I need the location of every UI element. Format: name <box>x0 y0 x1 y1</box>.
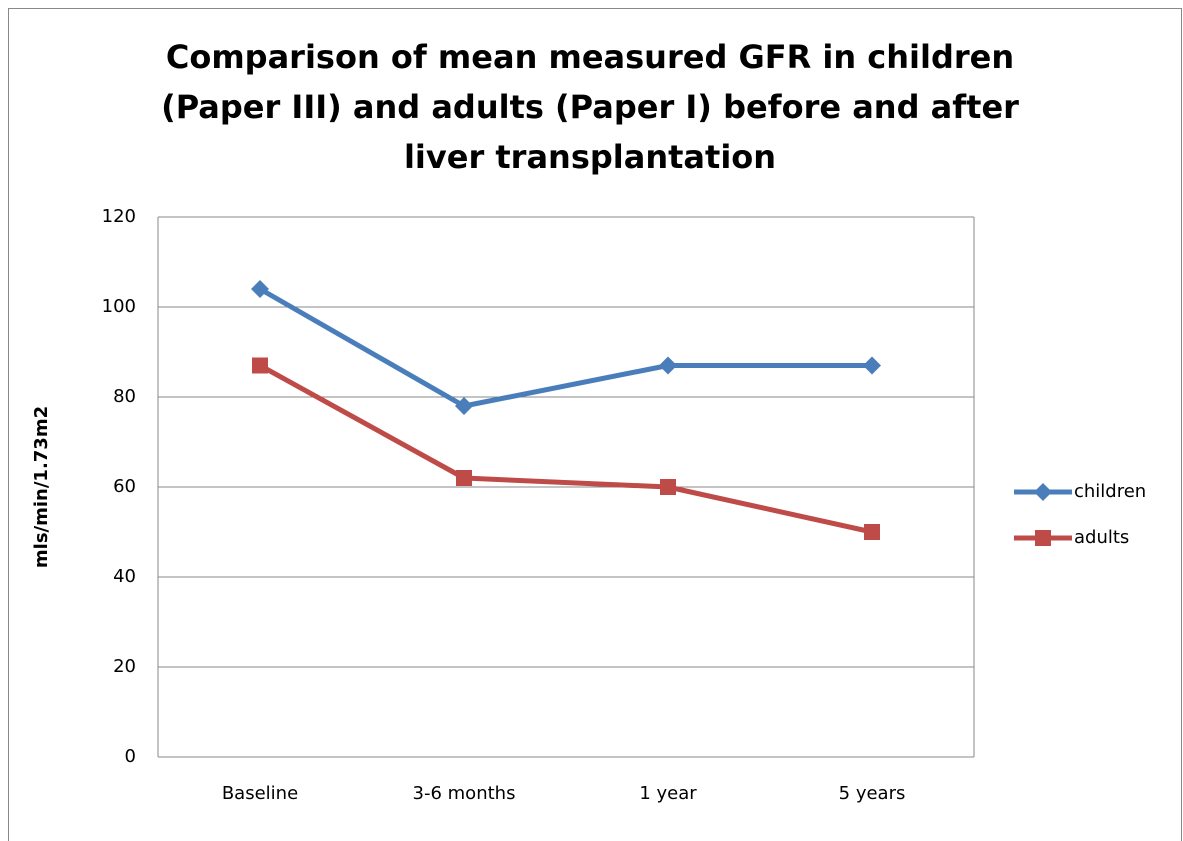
y-tick-label: 80 <box>113 386 136 407</box>
x-tick-label: 1 year <box>639 783 697 804</box>
x-tick-label: Baseline <box>222 783 298 804</box>
chart-frame <box>8 8 1182 841</box>
y-tick-label: 40 <box>113 566 136 587</box>
data-point <box>863 356 881 375</box>
legend-label: adults <box>1074 527 1129 548</box>
y-tick-label: 120 <box>102 206 136 227</box>
legend-label: children <box>1074 481 1146 502</box>
x-tick-label: 5 years <box>839 783 906 804</box>
y-tick-label: 100 <box>102 296 136 317</box>
data-point <box>660 479 676 495</box>
y-axis-label: mls/min/1.73m2 <box>31 406 52 568</box>
y-tick-label: 60 <box>113 476 136 497</box>
data-point <box>456 470 472 486</box>
data-point <box>864 524 880 540</box>
legend-marker <box>1035 530 1051 546</box>
y-tick-label: 0 <box>125 746 136 767</box>
chart-title: Comparison of mean measured GFR in child… <box>161 38 1019 176</box>
y-tick-label: 20 <box>113 656 136 677</box>
series-line <box>258 363 873 535</box>
data-point <box>252 357 268 374</box>
data-point <box>659 356 677 375</box>
data-point <box>455 397 473 415</box>
series-line <box>258 286 872 409</box>
data-point <box>251 280 269 298</box>
legend-marker <box>1034 483 1052 501</box>
x-tick-label: 3-6 months <box>413 783 516 804</box>
